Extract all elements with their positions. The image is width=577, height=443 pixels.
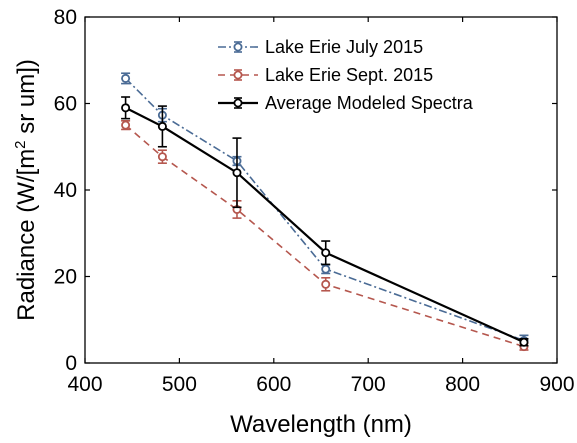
y-axis-label-tail: sr um]) — [13, 59, 40, 140]
y-axis-label: Radiance (W/[m2 sr um]) — [12, 59, 40, 321]
y-tick-label: 60 — [54, 93, 77, 116]
legend-label: Lake Erie July 2015 — [265, 37, 423, 57]
series-3 — [121, 96, 529, 347]
series-line — [125, 124, 525, 348]
x-tick-label: 600 — [256, 373, 291, 396]
legend-box — [208, 30, 550, 125]
legend-marker — [233, 42, 243, 52]
data-point — [121, 73, 131, 83]
data-point — [157, 121, 167, 131]
series-line — [125, 106, 525, 344]
x-tick-label: 800 — [445, 373, 480, 396]
data-point — [321, 264, 331, 274]
series-layer — [121, 72, 529, 352]
legend-item-2: Lake Erie Sept. 2015 — [218, 65, 433, 85]
y-tick-label: 20 — [54, 266, 77, 289]
data-point — [321, 279, 331, 289]
data-point — [121, 120, 131, 130]
y-tick-label: 40 — [54, 179, 77, 202]
legend-label: Lake Erie Sept. 2015 — [265, 65, 433, 85]
legend: Lake Erie July 2015 Lake Erie Sept. 2015 A… — [208, 30, 550, 125]
legend-marker — [233, 98, 243, 108]
data-point — [519, 337, 529, 347]
legend-label: Average Modeled Spectra — [265, 93, 474, 113]
legend-marker — [233, 70, 243, 80]
x-tick-label: 900 — [539, 373, 574, 396]
x-tick-label: 400 — [67, 373, 102, 396]
legend-item-1: Lake Erie July 2015 — [218, 37, 423, 57]
data-point — [321, 248, 331, 258]
x-axis-label: Wavelength (nm) — [230, 411, 412, 438]
y-axis-ticks: 0 20 40 60 80 — [54, 6, 557, 375]
x-axis-ticks: 400 500 600 700 800 900 — [67, 17, 575, 396]
data-point — [232, 168, 242, 178]
y-axis-label-main: Radiance (W/[m — [13, 149, 40, 321]
x-tick-label: 700 — [351, 373, 386, 396]
y-axis-label-superscript: 2 — [12, 140, 29, 148]
x-tick-label: 500 — [162, 373, 197, 396]
data-point — [157, 152, 167, 162]
data-point — [121, 103, 131, 113]
y-tick-label: 80 — [54, 6, 77, 29]
legend-item-3: Average Modeled Spectra — [218, 93, 474, 113]
y-tick-label: 0 — [65, 352, 77, 375]
